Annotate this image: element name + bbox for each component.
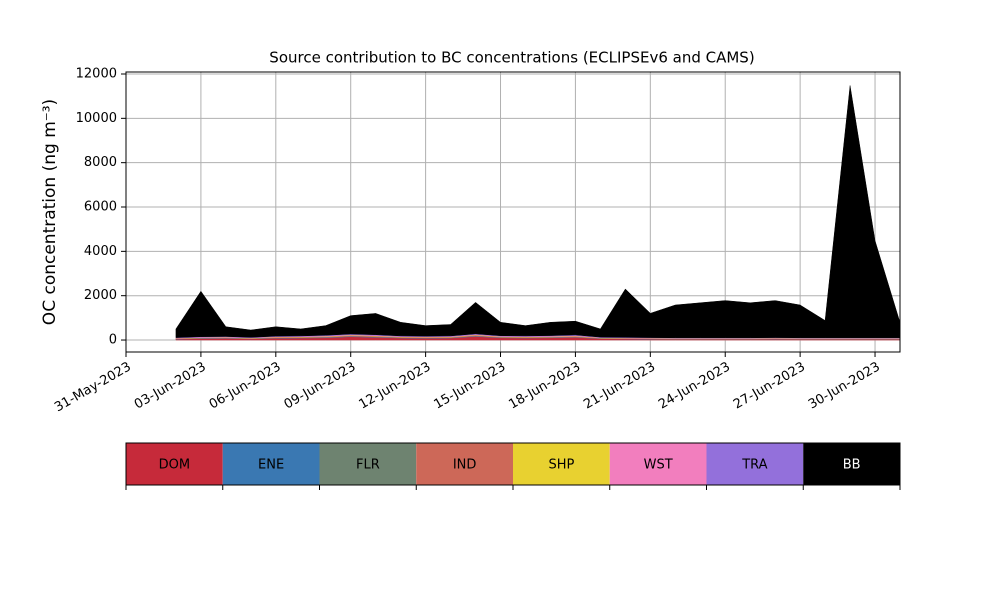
x-tick-label: 24-Jun-2023 <box>656 360 733 413</box>
chart-title: Source contribution to BC concentrations… <box>269 49 754 67</box>
legend-swatch <box>513 443 610 485</box>
legend-label: FLR <box>356 458 380 473</box>
area <box>175 85 901 339</box>
legend-swatch <box>416 443 513 485</box>
x-tick-label: 06-Jun-2023 <box>207 360 284 413</box>
legend-label: IND <box>453 458 477 473</box>
x-tick-label: 03-Jun-2023 <box>132 360 209 413</box>
x-tick-label: 27-Jun-2023 <box>731 360 808 413</box>
y-tick-label: 6000 <box>84 200 117 215</box>
x-tick-label: 21-Jun-2023 <box>581 360 658 413</box>
x-tick-label: 09-Jun-2023 <box>282 360 359 413</box>
x-tick-label: 12-Jun-2023 <box>357 360 434 413</box>
legend-frame <box>125 442 901 486</box>
y-tick-label: 8000 <box>84 155 117 170</box>
legend-label: SHP <box>548 458 574 473</box>
legend-swatch <box>803 443 900 485</box>
legend-swatch <box>126 443 223 485</box>
legend-label: TRA <box>741 458 767 473</box>
legend-label: ENE <box>258 458 284 473</box>
y-tick-label: 2000 <box>84 288 117 303</box>
y-tick-label: 12000 <box>76 66 117 81</box>
legend-swatch <box>319 443 417 485</box>
y-tick-label: 4000 <box>84 244 117 259</box>
legend-label: DOM <box>159 458 190 473</box>
legend-swatch <box>706 443 804 485</box>
plot-frame <box>125 71 901 353</box>
y-tick-label: 0 <box>109 333 117 348</box>
legend-swatch <box>222 443 320 485</box>
x-tick-label: 30-Jun-2023 <box>806 360 883 413</box>
y-axis-label: OC concentration (ng m⁻³) <box>40 99 60 325</box>
legend-label: WST <box>644 458 673 473</box>
legend-label: BB <box>843 458 861 473</box>
x-tick-label: 18-Jun-2023 <box>506 360 583 413</box>
legend-swatch <box>609 443 707 485</box>
x-tick-label: 15-Jun-2023 <box>431 360 508 413</box>
x-tick-label: 31-May-2023 <box>52 360 134 416</box>
y-tick-label: 10000 <box>76 111 117 126</box>
